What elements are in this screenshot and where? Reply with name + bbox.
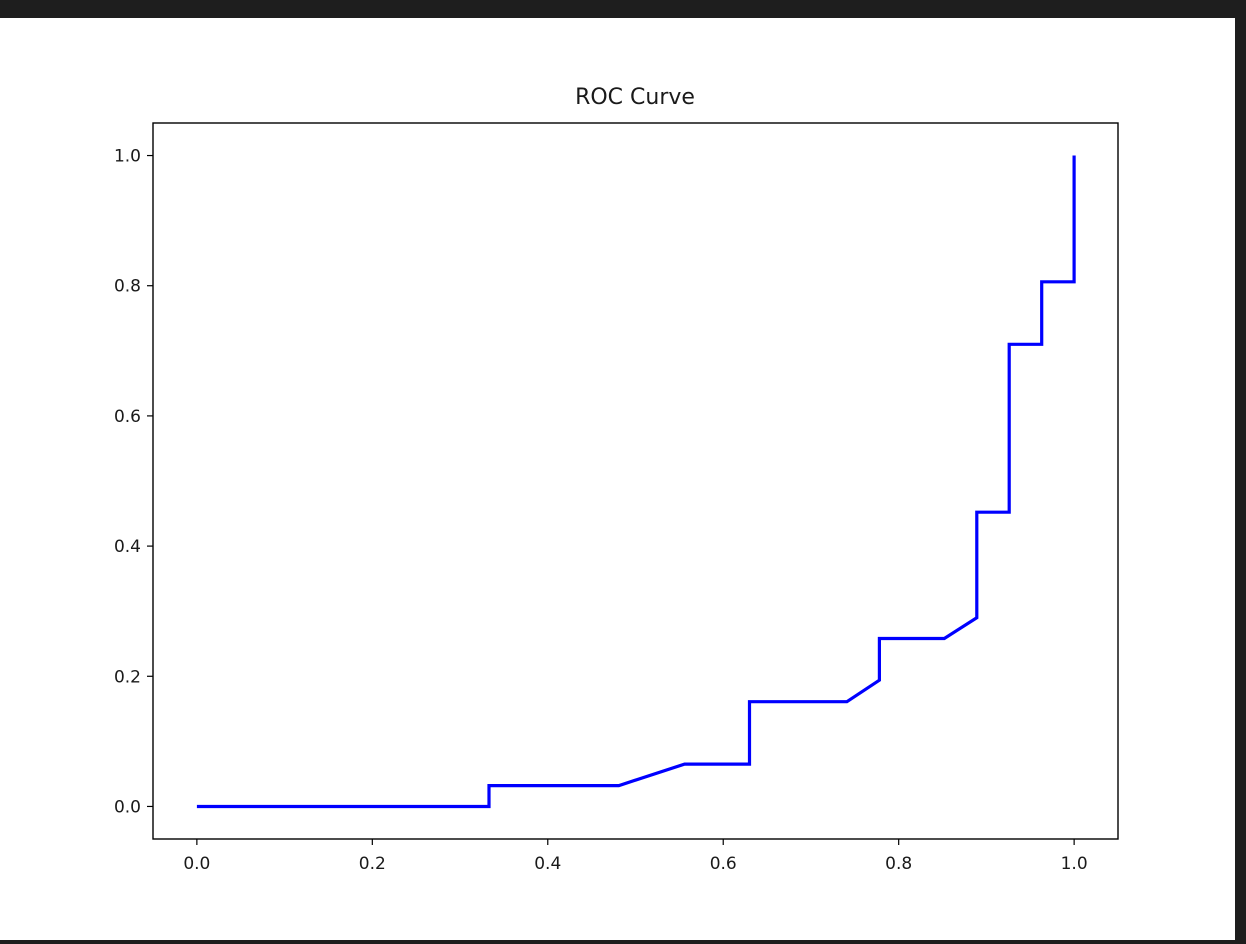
window-right-edge — [1235, 18, 1246, 940]
x-tick-label: 0.0 — [183, 854, 210, 874]
roc-chart: ROC Curve 0.0 0.2 0.4 0.6 0.8 1.0 0.00.20.40.… — [114, 85, 1119, 874]
x-tick-label: 0.2 — [359, 854, 386, 874]
x-axis: 0.0 0.2 0.4 0.6 0.8 1.0 — [183, 839, 1088, 874]
x-tick-label: 0.4 — [534, 854, 561, 874]
x-tick-label: 0.8 — [885, 854, 912, 874]
y-tick-label: 0.0 — [114, 797, 141, 817]
y-tick-label: 0.8 — [114, 277, 141, 297]
y-tick-label: 1.0 — [114, 147, 141, 167]
window-top-bar — [0, 0, 1246, 18]
y-tick-label: 0.4 — [114, 537, 141, 557]
y-axis: 0.0 0.2 0.4 0.6 0.8 1.0 — [114, 147, 153, 817]
plot-area — [196, 155, 1076, 809]
axes-frame — [152, 122, 1119, 840]
y-tick-label: 0.2 — [114, 667, 141, 687]
chart-title: ROC Curve — [575, 85, 695, 110]
figure-canvas: ROC Curve 0.0 0.2 0.4 0.6 0.8 1.0 0.0 0.2 0.4 0.… — [0, 18, 1235, 940]
x-tick-label: 1.0 — [1061, 854, 1088, 874]
x-tick-label: 0.6 — [710, 854, 737, 874]
y-tick-label: 0.6 — [114, 407, 141, 427]
roc-series-line — [196, 155, 1076, 809]
